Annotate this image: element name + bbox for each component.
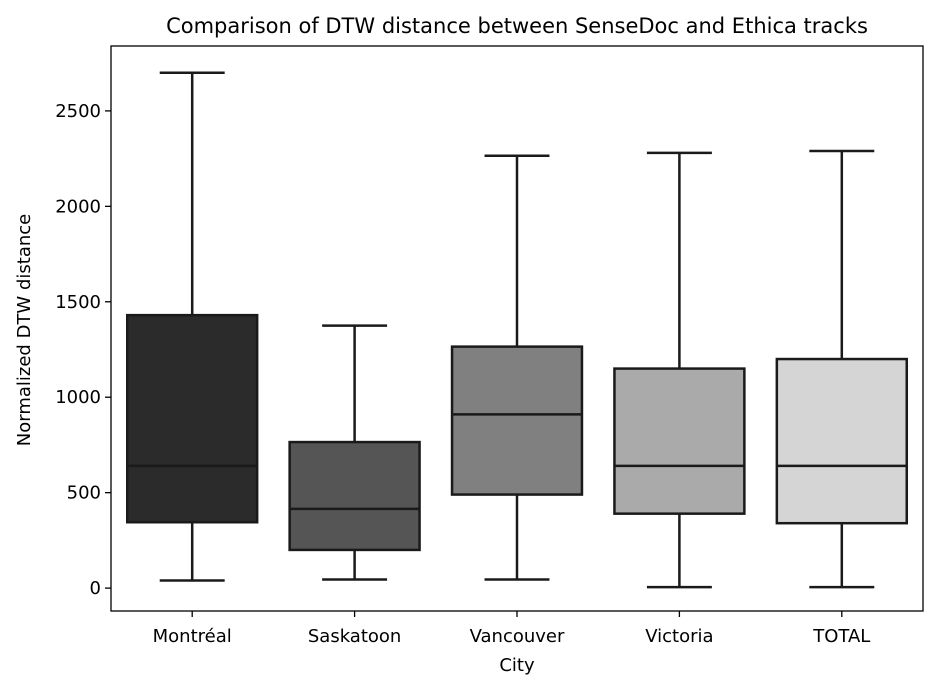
x-tick-label: Saskatoon — [308, 626, 401, 647]
box-group-0 — [125, 71, 259, 582]
x-axis-label: City — [499, 655, 535, 676]
y-tick-label: 2000 — [55, 196, 101, 217]
box-group-4 — [775, 149, 909, 589]
iqr-box — [450, 345, 584, 496]
box-group-2 — [450, 154, 584, 581]
box-group-3 — [613, 151, 746, 589]
box-group-1 — [288, 324, 421, 581]
y-tick-label: 1500 — [55, 292, 101, 313]
iqr-box — [613, 367, 746, 515]
x-tick-label: Vancouver — [470, 626, 565, 647]
x-tick-label: Montréal — [153, 626, 232, 647]
x-axis: Montréal Saskatoon Vancouver Victoria TOTAL — [153, 611, 870, 647]
iqr-box — [775, 357, 909, 525]
plot-area — [110, 45, 924, 612]
x-tick-label: Victoria — [645, 626, 713, 647]
x-tick-label: TOTAL — [812, 626, 870, 647]
y-tick-label: 1000 — [55, 387, 101, 408]
iqr-box — [125, 313, 259, 524]
iqr-box — [288, 440, 421, 552]
chart-title: Comparison of DTW distance between Sense… — [166, 14, 868, 38]
y-tick-label: 0 — [90, 578, 101, 599]
y-axis: 0 500 1000 1500 2000 2500 — [55, 101, 111, 599]
y-tick-label: 500 — [67, 483, 101, 504]
y-tick-label: 2500 — [55, 101, 101, 122]
y-axis-label: Normalized DTW distance — [14, 214, 35, 446]
